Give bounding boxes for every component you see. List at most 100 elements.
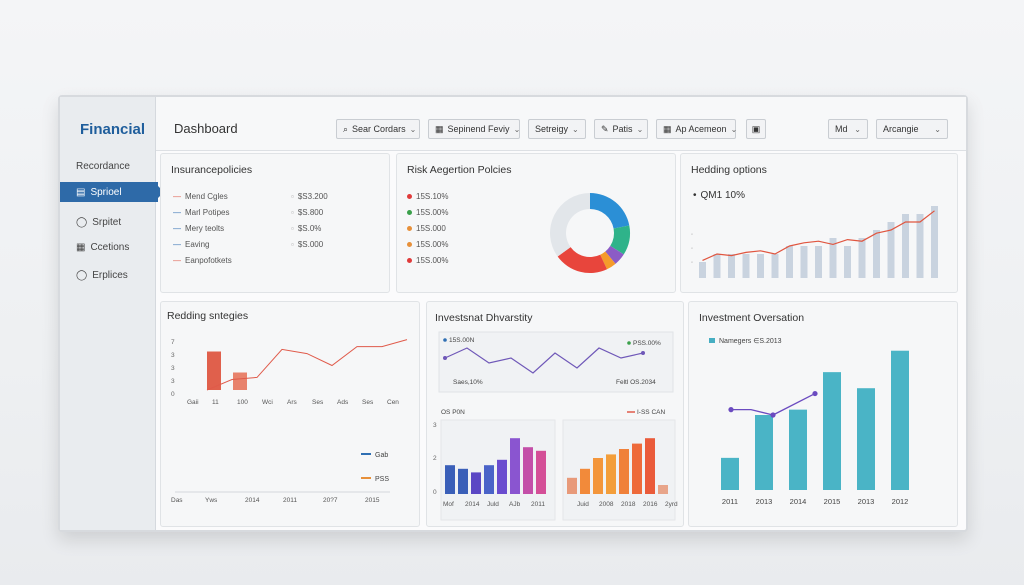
tick-label: 3 xyxy=(171,352,175,359)
tick-label: 2014 xyxy=(245,497,260,504)
tick-label: I-SS CAN xyxy=(637,409,665,416)
line-chart-panel xyxy=(438,331,674,393)
tick-label: Gaii xyxy=(187,399,199,406)
oversation-bar xyxy=(789,409,807,490)
dashboard-window: Financial Recordance ▤ Sprioel ◯ Srpitet… xyxy=(58,95,968,532)
tick-label: AJb xyxy=(509,501,521,508)
donut-slice xyxy=(557,247,608,273)
square-icon: ▫ xyxy=(291,240,294,249)
risk-legend-item: 15S.10% xyxy=(407,192,448,201)
insurance-row-label: Eaving xyxy=(185,240,210,249)
redding-bar xyxy=(207,351,221,390)
calendar-button[interactable]: ▣ xyxy=(746,119,766,139)
redding-chart: 7 3 3 3 0 Gaii 11 100 Wci Ars Ses Ads Ses Cen Gab PSS Da… xyxy=(171,339,408,504)
sidebar-item-label: Recordance xyxy=(76,160,130,172)
legend-dot xyxy=(627,341,631,345)
oversation-bar xyxy=(823,372,841,490)
card-title: Hedding options xyxy=(691,164,767,176)
diversity-line xyxy=(444,347,644,374)
arrange-select[interactable]: Arcangie ⌄ xyxy=(876,119,948,139)
donut-slice xyxy=(590,193,630,229)
insurance-row: — Mery teolts xyxy=(173,224,224,233)
sidebar-item-erplices[interactable]: ◯ Erplices xyxy=(60,265,156,285)
tick-label: 0 xyxy=(433,489,437,496)
redding-bar xyxy=(233,372,247,390)
hedging-bar xyxy=(786,246,793,278)
chevron-down-icon: ⌄ xyxy=(572,124,579,134)
chevron-down-icon: ⌄ xyxy=(636,124,644,134)
card-title: Insurancepolicies xyxy=(171,164,253,176)
md-select[interactable]: Md ⌄ xyxy=(828,119,868,139)
donut-slice xyxy=(605,245,624,264)
line-point xyxy=(812,390,818,397)
hedging-bar xyxy=(873,230,880,278)
tick-label: 2016 xyxy=(643,501,658,508)
sidebar-item-srpitet[interactable]: ◯ Srpitet xyxy=(60,212,156,232)
oversation-bar xyxy=(721,457,739,490)
value-text: $S.800 xyxy=(297,208,324,217)
insurance-row-value: ▫ $S.0% xyxy=(291,224,321,233)
toolbar-acemeon-dropdown[interactable]: ▦ Ap Acemeon ⌄ xyxy=(656,119,737,139)
diversity-card: Investsnat Dhvarstity 15S.00N PSS.00% Saes… xyxy=(426,301,684,527)
grid-icon: ▦ xyxy=(435,123,444,134)
sidebar-item-label: Erplices xyxy=(92,269,128,281)
tick-label: Mof xyxy=(443,501,454,508)
tick-label: 2014 xyxy=(465,501,480,508)
hedging-bar xyxy=(800,246,808,278)
hedging-chart: ◦ ◦ ◦ xyxy=(691,206,938,278)
calendar-icon: ▣ xyxy=(751,123,761,134)
legend-label: 15S.00% xyxy=(416,256,449,265)
hedging-bar xyxy=(902,214,909,278)
legend-label: Gab xyxy=(375,452,388,459)
toolbar-item-label: Sear Cordars xyxy=(352,124,406,134)
chevron-down-icon: ⌄ xyxy=(854,124,861,134)
hedging-card: Hedding options • QM1 10% ◦ ◦ ◦ xyxy=(680,153,958,293)
chevron-down-icon: ⌄ xyxy=(934,124,941,134)
diversity-chart: 15S.00N PSS.00% Saes,10% Feltl OS.2034 OS P0… xyxy=(433,331,678,521)
toolbar-patis-dropdown[interactable]: ✎ Patis ⌄ xyxy=(594,119,648,139)
tick-label: 2015 xyxy=(824,497,841,506)
toolbar-item-label: Ap Acemeon xyxy=(675,124,727,134)
insurance-row-label: Mend Cgles xyxy=(185,192,228,201)
tick-label: Ars xyxy=(287,399,298,406)
line-point xyxy=(443,356,447,360)
insurance-row-value: ▫ $S3.200 xyxy=(291,192,328,201)
diversity-bar xyxy=(497,459,507,494)
toolbar-sepinend-dropdown[interactable]: ▦ Sepinend Feviy ⌄ xyxy=(428,119,520,139)
dash-icon: — xyxy=(173,240,181,249)
insurance-row-value: ▫ $S.000 xyxy=(291,240,323,249)
tick-label: Juld xyxy=(487,501,499,508)
tick-label: Juid xyxy=(577,501,589,508)
tick-label: Yws xyxy=(205,497,218,504)
arrange-select-value: Arcangie xyxy=(883,124,919,134)
diversity-bar xyxy=(658,485,668,494)
sidebar-item-recordance[interactable]: Recordance xyxy=(60,156,156,176)
sidebar-item-sprioel[interactable]: ▤ Sprioel xyxy=(60,182,164,202)
oversation-card: Investment Oversation Namegers ∈S.2013 20… xyxy=(688,301,958,527)
hedging-bar xyxy=(699,262,706,278)
toolbar-setreigy-dropdown[interactable]: Setreigy ⌄ xyxy=(528,119,586,139)
legend-swatch xyxy=(709,338,715,343)
sidebar: Financial Recordance ▤ Sprioel ◯ Srpitet… xyxy=(60,97,164,530)
sidebar-item-label: Sprioel xyxy=(90,186,122,198)
toolbar-search-dropdown[interactable]: ⌕ Sear Cordars ⌄ xyxy=(336,119,420,139)
risk-card: Risk Aegertion Polcies 15S.10% 15S.00% 15S… xyxy=(396,153,676,293)
diversity-bar xyxy=(484,465,494,494)
toolbar-item-label: Setreigy xyxy=(535,124,569,134)
oversation-line xyxy=(731,392,816,416)
circle-icon: ◯ xyxy=(76,269,88,281)
diversity-bar xyxy=(536,450,546,494)
hedging-bar xyxy=(757,254,764,278)
hedging-bar xyxy=(771,254,779,278)
hedging-bar xyxy=(931,206,938,278)
series-label: Feltl OS.2034 xyxy=(616,379,656,386)
building-icon: ▦ xyxy=(76,241,86,253)
dash-icon: — xyxy=(173,192,181,201)
tick-label: 3 xyxy=(171,378,175,385)
sidebar-item-ccetions[interactable]: ▦ Ccetions xyxy=(60,237,156,257)
hedging-stat-value: QM1 10% xyxy=(700,190,745,201)
risk-legend-item: 15S.00% xyxy=(407,240,448,249)
chevron-down-icon: ⌄ xyxy=(513,124,521,134)
tick-label: Ads xyxy=(337,399,349,406)
md-select-value: Md xyxy=(835,124,848,134)
